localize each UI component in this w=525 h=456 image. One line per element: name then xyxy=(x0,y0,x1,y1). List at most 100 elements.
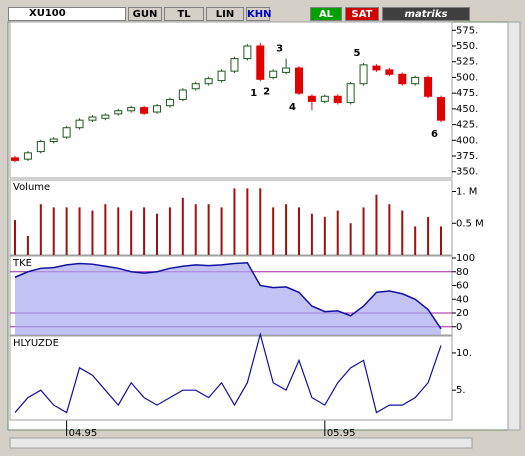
buy-button[interactable]: AL xyxy=(310,7,342,21)
bar xyxy=(220,207,223,255)
symbol: XU100 xyxy=(29,8,66,19)
bar xyxy=(246,188,249,255)
candle-body xyxy=(385,69,394,75)
candle-body xyxy=(153,105,161,113)
candle-body xyxy=(140,107,149,114)
candle-body xyxy=(127,107,136,112)
bar xyxy=(117,207,120,255)
candle-body xyxy=(62,127,71,138)
symbol-box[interactable]: XU100 xyxy=(8,7,126,21)
candle-body xyxy=(217,70,226,82)
candle-body xyxy=(36,141,45,153)
y-tick-label: 20 xyxy=(456,308,469,319)
panel-title: HLYUZDE xyxy=(13,338,59,349)
panel-title: TKE xyxy=(12,258,32,269)
annotation: 6 xyxy=(431,129,438,140)
bar xyxy=(14,220,16,255)
bar xyxy=(130,210,133,255)
bar xyxy=(104,204,107,255)
candle-body xyxy=(424,76,433,97)
bar xyxy=(336,210,339,255)
y-tick-label: 525. xyxy=(456,57,478,68)
candle-body xyxy=(178,89,187,100)
y-tick-label: 60 xyxy=(456,281,469,292)
y-tick-label: 575. xyxy=(456,25,478,36)
panel xyxy=(9,21,453,179)
y-tick-label: 550. xyxy=(456,41,478,52)
candle-body xyxy=(359,64,368,85)
bar xyxy=(323,216,326,255)
bar xyxy=(26,235,29,255)
bar xyxy=(375,194,378,255)
y-tick-label: 400. xyxy=(456,135,478,146)
candle-body xyxy=(333,95,342,104)
brand: matriks xyxy=(382,7,470,21)
chart-frame xyxy=(7,21,511,431)
bar xyxy=(388,204,391,255)
candle-body xyxy=(23,152,32,160)
candle-body xyxy=(230,58,239,72)
bar xyxy=(310,213,313,255)
button[interactable]: LIN xyxy=(206,7,244,21)
y-tick-label: 40 xyxy=(456,294,469,305)
x-tick-label: 04.95 xyxy=(69,428,98,439)
candle-body xyxy=(256,45,265,80)
annotation: 5 xyxy=(354,48,361,59)
candle-body xyxy=(269,70,278,78)
candle-body xyxy=(437,97,445,121)
candle-body xyxy=(411,76,420,85)
panel-title: Volume xyxy=(13,182,50,193)
candle-body xyxy=(101,114,110,119)
candle-body xyxy=(307,95,316,102)
y-tick-label: 425. xyxy=(456,120,478,131)
y-tick-label: 80 xyxy=(456,267,469,278)
bar xyxy=(440,226,442,255)
annotation: 3 xyxy=(276,44,283,55)
y-tick-label: 0.5 M xyxy=(456,218,484,229)
candle-body xyxy=(372,65,381,71)
bar xyxy=(401,210,404,255)
bar xyxy=(65,207,68,255)
button[interactable]: KHN xyxy=(246,7,272,21)
scrollbar xyxy=(507,21,521,431)
y-tick-label: 5. xyxy=(456,385,466,396)
line xyxy=(14,331,442,414)
candle-body xyxy=(320,95,329,102)
bar xyxy=(91,210,94,255)
bar xyxy=(233,188,236,255)
sell-button[interactable]: SAT xyxy=(345,7,379,21)
button[interactable]: TL xyxy=(164,7,204,21)
candle-body xyxy=(88,116,97,121)
bar xyxy=(207,204,210,255)
bar xyxy=(78,207,81,255)
bar xyxy=(362,207,365,255)
bar xyxy=(39,204,42,255)
candle-body xyxy=(49,138,58,143)
panel xyxy=(9,179,453,256)
candle-body xyxy=(295,67,303,94)
candle-body xyxy=(346,83,355,104)
y-tick-label: 0 xyxy=(456,322,462,333)
y-tick-label: 10. xyxy=(456,348,472,359)
area-fill xyxy=(15,262,441,335)
candle-body xyxy=(165,98,174,107)
bar xyxy=(259,188,262,255)
bar xyxy=(156,213,158,255)
bar xyxy=(272,207,275,255)
y-tick-label: 375. xyxy=(456,151,478,162)
y-tick-label: 350. xyxy=(456,167,478,178)
bar xyxy=(349,223,352,255)
bar xyxy=(427,216,430,255)
candle-body xyxy=(11,157,19,161)
candle-body xyxy=(398,73,407,85)
bar xyxy=(194,204,197,255)
candle-body xyxy=(204,78,213,85)
line xyxy=(14,262,442,330)
candle-body xyxy=(191,83,200,90)
y-tick-label: 475. xyxy=(456,88,478,99)
bar xyxy=(414,226,417,255)
annotation: 2 xyxy=(263,86,270,97)
button[interactable]: GUN xyxy=(128,7,162,21)
